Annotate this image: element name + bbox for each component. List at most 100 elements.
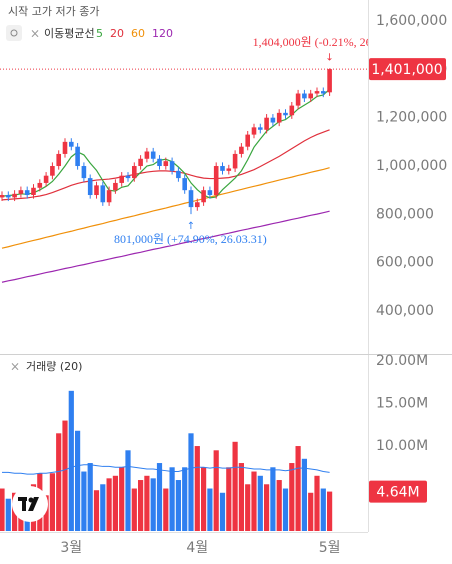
volume-bar: [62, 420, 68, 531]
volume-bar: [301, 458, 307, 531]
candle-body: [327, 69, 332, 93]
candle-body: [12, 193, 17, 198]
candle-body: [302, 93, 307, 99]
candle-body: [163, 161, 169, 167]
candle-body: [169, 161, 175, 171]
candle-body: [81, 166, 87, 179]
eye-icon[interactable]: [6, 25, 22, 41]
candle-body: [295, 93, 301, 106]
volume-bar: [245, 484, 251, 531]
candle-body: [308, 93, 313, 99]
volume-bar: [289, 463, 295, 531]
candle-body: [321, 91, 326, 94]
ma-title: 이동평균선: [44, 27, 95, 40]
volume-bar: [68, 390, 74, 531]
candle-body: [0, 195, 5, 198]
volume-bar: [232, 441, 238, 531]
volume-bar: [182, 467, 188, 531]
volume-bar: [93, 490, 100, 531]
candle-body: [283, 112, 288, 116]
close-icon[interactable]: ×: [30, 27, 40, 41]
candle-body: [213, 166, 219, 196]
volume-bar: [213, 450, 219, 531]
logo-part: [28, 497, 39, 511]
y-tick-label: 1,000,000: [376, 158, 447, 174]
ma-line: [1, 210, 330, 283]
candle-body: [232, 153, 238, 169]
volume-bar: [56, 433, 62, 531]
volume-bar: [163, 488, 169, 531]
volume-bar: [5, 498, 11, 531]
volume-bar: [150, 478, 156, 531]
candle-body: [245, 134, 250, 147]
low-annotation: 801,000원 (+74.90%, 26.03.31): [114, 232, 267, 246]
volume-bar: [119, 467, 125, 531]
candle-body: [289, 105, 295, 116]
volume-bar: [81, 471, 87, 531]
y-tick-label: 1,600,000: [376, 13, 447, 29]
candle-body: [276, 112, 282, 123]
y-tick-label: 10.00M: [376, 438, 428, 454]
candle-body: [125, 175, 131, 179]
candle-body: [195, 202, 200, 208]
candle-body: [270, 117, 276, 123]
x-tick-label: 5월: [319, 540, 341, 556]
volume-bar: [270, 467, 276, 531]
volume-bar: [100, 484, 106, 531]
volume-bar: [43, 495, 49, 531]
volume-title: 거래량 (20): [26, 360, 82, 373]
candle-body: [226, 168, 232, 171]
volume-bar: [226, 467, 232, 531]
volume-ma-line: [2, 464, 330, 475]
x-tick-label: 3월: [60, 540, 82, 556]
candle-body: [144, 151, 150, 159]
candle-body: [251, 127, 257, 135]
ma-legend-label: 20: [110, 27, 124, 40]
candle-body: [43, 175, 49, 183]
volume-bar: [207, 488, 213, 531]
candle-body: [31, 187, 36, 196]
volume-bar: [308, 492, 314, 531]
volume-bar: [87, 463, 93, 531]
candle-body: [56, 153, 61, 167]
candle-body: [94, 185, 99, 196]
candle-body: [220, 166, 225, 171]
candle-body: [138, 158, 143, 167]
ma-line: [1, 167, 330, 249]
volume-bar: [125, 450, 131, 531]
last-volume-label: 4.64M: [376, 485, 419, 501]
volume-bar: [327, 491, 333, 531]
candle-body: [100, 185, 106, 203]
volume-bar: [112, 475, 118, 531]
volume-bar: [169, 467, 175, 531]
candle-body: [62, 141, 68, 154]
volume-bar: [75, 430, 81, 531]
volume-bar: [295, 446, 301, 531]
ma-line: [1, 129, 330, 201]
candle-body: [314, 91, 320, 94]
candle-body: [18, 190, 24, 194]
high-annotation: 1,404,000원 (-0.21%, 26: [253, 35, 372, 49]
candle-body: [132, 166, 137, 179]
volume-bar: [106, 478, 112, 531]
volume-bar: [238, 463, 244, 531]
candle-body: [75, 146, 80, 167]
y-tick-label: 400,000: [376, 303, 434, 319]
low-arrow: ↑: [187, 221, 195, 232]
volume-bar: [201, 467, 207, 531]
volume-bar: [276, 480, 282, 531]
volume-bar: [156, 463, 163, 531]
candle-body: [207, 190, 213, 196]
candle-body: [239, 146, 244, 154]
ohlc-title: 시작 고가 저가 종가: [8, 5, 99, 18]
ma-legend-label: 5: [96, 27, 103, 40]
close-icon[interactable]: ×: [10, 360, 20, 374]
volume-bar: [320, 488, 326, 531]
candle-body: [24, 190, 30, 196]
volume-bar: [49, 473, 55, 531]
volume-bar: [144, 475, 150, 531]
candle-body: [106, 190, 112, 203]
axes: 400,000 600,000 800,000 1,000,000 1,200,000 1…: [60, 13, 447, 556]
candle-body: [113, 182, 118, 191]
